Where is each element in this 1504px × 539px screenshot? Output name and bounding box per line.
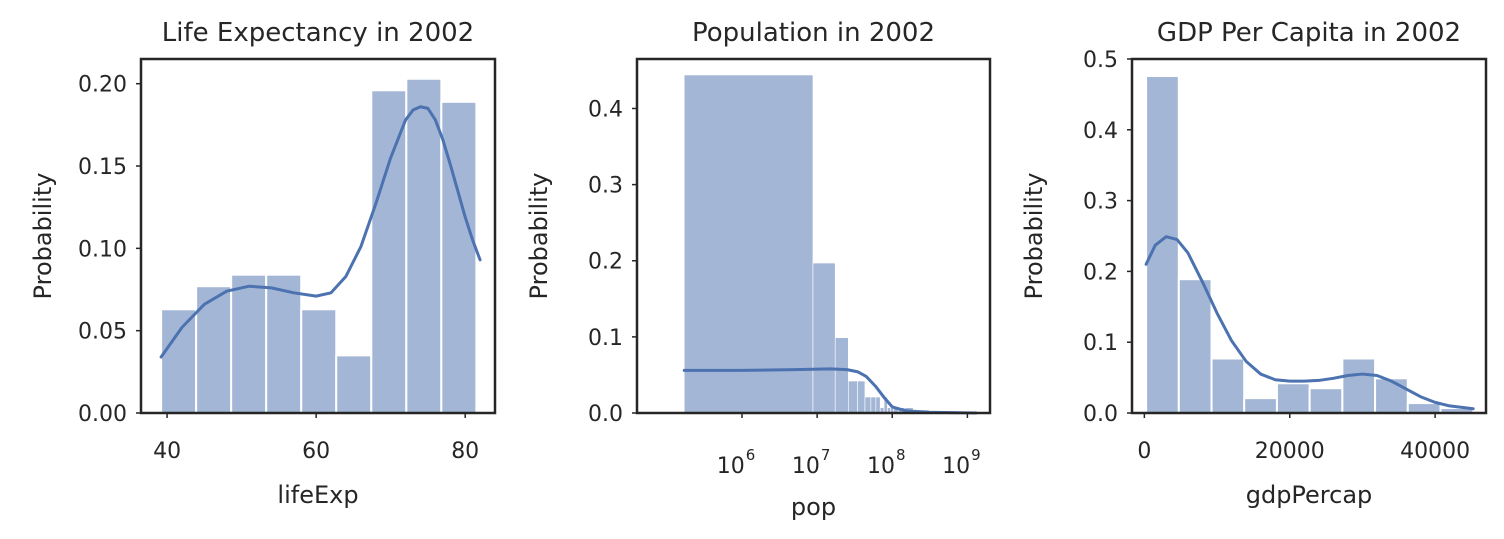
histogram-bar [160,308,198,415]
x-tick-label: 107 [792,446,831,479]
histogram-bar [1210,357,1246,415]
y-tick-label: 0.2 [1083,260,1118,285]
kde-curve [682,367,978,415]
x-tick-label: 108 [867,446,906,479]
y-axis-label: Probability [29,173,57,300]
y-tick-label: 0.2 [588,250,623,275]
chart-panel-1: Life Expectancy in 2002 0.00 0.05 0.10 0.15 0… [29,18,497,509]
x-axis-label: pop [791,493,836,521]
x-tick-label: 60 [302,439,330,464]
x-tick-label: 40000 [1400,439,1470,464]
histogram-bar [875,396,881,414]
histogram-bar [864,396,872,414]
kde-curve [159,105,482,359]
x-tick-label: 40 [153,439,181,464]
y-tick-label: 0.20 [78,73,127,98]
histogram-bar [370,89,408,414]
histogram-bar [300,308,338,415]
x-tick-exponent: 9 [971,446,981,464]
y-axis-label: Probability [1020,173,1048,300]
histogram-bar [1145,74,1180,414]
histogram-bar [812,262,836,414]
histogram-bar [1308,387,1344,415]
x-tick-exponent: 8 [896,446,906,464]
axes-frame [1130,57,1488,415]
chart-panel-3: GDP Per Capita in 2002 0.0 0.1 0.2 0.3 0.4 0.5… [1020,18,1488,509]
x-tick-label: 106 [717,446,756,479]
histogram-bar [834,337,849,414]
histogram-bar [265,273,303,414]
y-tick-label: 0.10 [78,237,127,262]
y-tick-label: 0.0 [1083,402,1118,427]
histogram-bar [1341,357,1377,415]
y-tick-label: 0.4 [588,97,623,122]
kde-curve [1144,235,1475,411]
y-tick-label: 0.00 [78,402,127,427]
x-axis-label: gdpPercap [1246,481,1373,509]
chart-title: GDP Per Capita in 2002 [1157,18,1461,48]
y-tick-label: 0.1 [1083,331,1118,356]
histogram-bar [1275,382,1311,415]
y-tick-label: 0.15 [78,155,127,180]
chart-panel-2: Population in 2002 0.0 0.1 0.2 0.3 0.4 106 107 1… [525,18,992,521]
y-tick-label: 0.3 [588,174,623,199]
y-axis-label: Probability [525,173,553,300]
x-tick-label: 20000 [1255,439,1325,464]
x-tick-label: 80 [451,439,479,464]
axes-frame [139,57,497,415]
histogram-bar [870,396,877,414]
histogram-bar [1177,278,1213,414]
x-tick-exponent: 7 [821,446,831,464]
y-tick-label: 0.0 [588,402,623,427]
histogram-bar [683,74,814,414]
chart-title: Population in 2002 [692,18,935,48]
histogram-bar [335,354,373,415]
histogram-bar [405,77,443,414]
y-tick-label: 0.5 [1083,48,1118,73]
x-tick-label: 0 [1137,439,1151,464]
histogram-bar [848,380,858,414]
histogram-bar [1374,377,1409,415]
y-tick-label: 0.1 [588,326,623,351]
x-axis-label: lifeExp [277,481,358,509]
axes-frame [635,57,992,415]
x-tick-exponent: 6 [746,446,756,464]
y-tick-label: 0.3 [1083,190,1118,215]
histogram-bar [230,273,268,414]
histogram-bar [1243,397,1278,414]
histogram-bar [1406,402,1442,415]
y-tick-label: 0.05 [78,320,127,345]
histogram-bar [857,380,866,414]
chart-title: Life Expectancy in 2002 [162,18,474,48]
y-tick-label: 0.4 [1083,119,1118,144]
x-tick-label: 109 [942,446,981,479]
